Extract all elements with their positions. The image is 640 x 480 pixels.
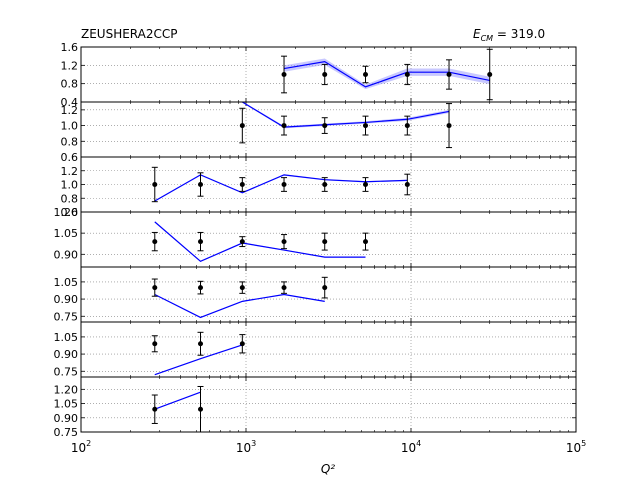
theory-band <box>284 58 490 90</box>
y-tick-label: 1.0 <box>61 179 79 192</box>
data-point <box>198 285 204 291</box>
data-point <box>404 182 410 187</box>
panel-2: 0.6 0.8 1.0 1.2 <box>61 101 577 164</box>
data-point <box>198 341 204 347</box>
panel-frame <box>80 101 577 158</box>
data-point <box>363 123 369 129</box>
panel-5: 0.75 0.90 1.05 <box>54 266 577 323</box>
theory-band <box>242 101 450 129</box>
data-point <box>363 72 369 77</box>
y-tick-label: 1.20 <box>54 383 79 396</box>
y-tick-label: 0.90 <box>54 348 79 361</box>
y-tick-label: 0.8 <box>61 192 79 205</box>
data-point <box>152 406 158 412</box>
theory-line <box>154 391 201 410</box>
theory-line <box>283 61 490 88</box>
y-tick-label: 0.8 <box>61 135 79 148</box>
data-point <box>281 72 287 77</box>
panel-frame <box>80 46 577 103</box>
panel-7: 0.750.901.05 1.20 <box>54 376 577 439</box>
data-point <box>281 182 287 187</box>
data-point <box>152 182 158 187</box>
data-point <box>198 406 204 412</box>
data-point <box>198 239 204 245</box>
data-point <box>239 285 245 291</box>
y-tick-label: 0.8 <box>61 78 79 91</box>
data-point <box>239 341 245 347</box>
data-point <box>322 123 328 129</box>
x-tick-label: 105 <box>566 439 586 455</box>
y-tick-label: 0.75 <box>54 426 79 439</box>
data-point <box>322 72 328 77</box>
theory-line <box>154 344 243 376</box>
data-point <box>363 182 369 187</box>
x-tick-label: 103 <box>236 439 256 455</box>
energy-symbol: E <box>473 27 481 41</box>
data-point <box>363 239 369 245</box>
y-tick-label: 1.05 <box>54 227 79 240</box>
x-tick-label: 102 <box>71 439 91 455</box>
y-tick-label: 1.20 <box>54 206 79 219</box>
y-tick-label: 0.90 <box>54 412 79 425</box>
dataset-title: ZEUSHERA2CCP <box>81 27 178 41</box>
theory-band <box>154 221 366 262</box>
data-point <box>239 182 245 187</box>
data-point <box>281 285 287 291</box>
data-point <box>152 341 158 347</box>
data-point <box>404 72 410 77</box>
data-point <box>239 239 245 245</box>
data-point <box>322 239 328 245</box>
theory-line <box>242 101 450 128</box>
y-tick-label: 1.6 <box>61 41 79 54</box>
x-axis: 102 103 104 105 <box>71 439 586 455</box>
panel-4: 0.90 1.05 1.20 <box>54 206 577 268</box>
energy-subscript: CM <box>481 34 494 43</box>
panel-3: 0.60.81.01.2 <box>61 156 577 219</box>
data-point <box>446 123 452 129</box>
y-tick-label: 0.90 <box>54 293 79 306</box>
data-point <box>239 123 245 129</box>
data-point <box>322 285 328 291</box>
panels: 0.40.81.21.60.60.81.01.20.60.81.01.20.90… <box>54 41 577 439</box>
y-tick-label: 1.05 <box>54 398 79 411</box>
data-point <box>281 239 287 245</box>
y-tick-label: 0.6 <box>61 151 79 164</box>
energy-label: ECM = 319.0 <box>473 27 545 43</box>
data-point <box>446 72 452 77</box>
y-tick-label: 1.2 <box>61 59 79 72</box>
theory-line <box>154 221 366 263</box>
y-tick-label: 1.0 <box>61 120 79 133</box>
y-tick-label: 1.2 <box>61 165 79 178</box>
y-tick-label: 1.05 <box>54 331 79 344</box>
energy-value: = 319.0 <box>493 27 545 41</box>
y-tick-label: 0.4 <box>61 96 79 109</box>
y-tick-label: 1.2 <box>61 104 79 117</box>
y-tick-label: 0.75 <box>54 365 79 378</box>
panel-1: 0.4 0.8 1.2 1.6 <box>61 41 577 109</box>
theory-band <box>154 174 408 202</box>
x-axis-label: Q² <box>321 462 335 476</box>
panel-6: 0.75 0.90 1.05 <box>54 321 577 378</box>
data-point <box>404 123 410 129</box>
theory-line <box>154 174 408 202</box>
data-point <box>198 182 204 187</box>
y-tick-label: 0.6 <box>61 206 79 219</box>
y-tick-label: 1.05 <box>54 276 79 289</box>
data-point <box>281 123 287 129</box>
y-tick-label: 0.90 <box>54 248 79 261</box>
data-point <box>487 72 493 77</box>
data-point <box>152 239 158 245</box>
data-point <box>322 182 328 187</box>
y-tick-label: 0.75 <box>54 310 79 323</box>
panel-frame <box>80 376 577 433</box>
data-point <box>152 285 158 291</box>
theory-line <box>154 293 325 319</box>
x-tick-label: 104 <box>401 439 421 455</box>
